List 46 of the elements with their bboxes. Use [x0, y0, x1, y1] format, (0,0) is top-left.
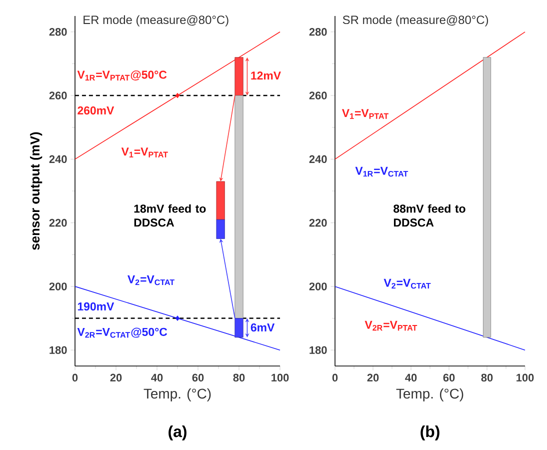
x-tick-label: 100 [516, 374, 534, 382]
annotation: 12mV [251, 71, 281, 80]
annotation: 190mV [78, 302, 114, 311]
x-tick-label: 60 [443, 374, 455, 382]
y-tick-label: 240 [49, 155, 67, 164]
y-tick-label: 180 [50, 346, 67, 354]
annotation: V$_{2}$=V$_{CTAT}$ [128, 275, 174, 286]
y-tick-label: 280 [309, 28, 327, 36]
annotation: V$_{1R}$=V$_{PTAT}$@50°C [77, 70, 167, 80]
chart-title: ER mode (measure@80°C) [84, 15, 228, 26]
text: (a) [168, 426, 186, 440]
annotation: 18mV feed to DDSCA [134, 204, 206, 227]
y-tick-label: 180 [310, 346, 327, 354]
y-tick-label: 260 [49, 92, 67, 100]
text: (b) [420, 426, 440, 440]
annotation: 88mV feed to DDSCA [394, 204, 466, 227]
annotation: V$_{1R}$=V$_{CTAT}$ [355, 166, 408, 177]
y-tick-label: 260 [309, 92, 327, 100]
bar [234, 95, 244, 318]
y-tick-label: 280 [49, 28, 67, 36]
annotation: V$_{1}$=V$_{PTAT}$ [121, 148, 168, 158]
y-tick-label: 220 [49, 218, 67, 227]
annotation: V$_{2R}$=V$_{PTAT}$ [364, 320, 418, 331]
y-axis-title: sensor output (mV) [30, 132, 42, 250]
annotation: V$_{2}$=V$_{CTAT}$ [384, 278, 431, 289]
y-tick-label: 200 [49, 282, 67, 290]
annotation: 6mV [250, 323, 275, 332]
x-tick-label: 20 [367, 374, 379, 382]
annotation: V$_{2R}$=V$_{CTAT}$@50°C [77, 328, 168, 338]
x-tick-label: 80 [481, 374, 493, 382]
x-tick-label: 0 [332, 374, 338, 382]
x-tick-label: 60 [192, 374, 204, 382]
x-tick-label: 40 [151, 374, 163, 382]
x-tick-label: 40 [405, 374, 417, 382]
x-tick-label: 100 [272, 374, 289, 382]
x-axis-title: Temp. (°C) [144, 388, 211, 402]
y-tick-label: 240 [309, 155, 327, 164]
x-tick-label: 0 [72, 374, 78, 382]
x-tick-label: 20 [110, 374, 122, 382]
x-axis-title: Temp. (°C) [396, 388, 464, 402]
chart-title: SR mode (measure@80°C) [342, 15, 488, 26]
annotation: V$_{1}$=V$_{PTAT}$ [342, 109, 388, 119]
y-tick-label: 220 [309, 218, 327, 227]
x-tick-label: 80 [233, 374, 245, 382]
y-tick-label: 200 [309, 282, 327, 290]
annotation: 260mV [78, 106, 114, 115]
